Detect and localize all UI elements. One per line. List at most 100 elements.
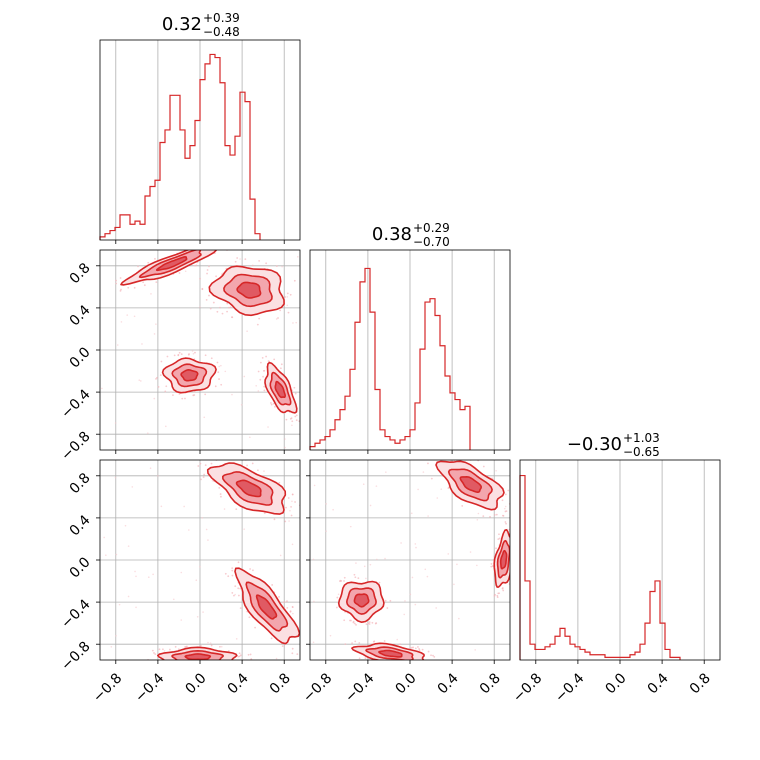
sample-point — [238, 652, 241, 655]
sample-point — [255, 385, 257, 387]
sample-point — [289, 293, 292, 296]
sample-point — [153, 652, 155, 654]
sample-point — [216, 666, 218, 668]
sample-point — [411, 576, 414, 579]
sample-point — [218, 365, 220, 368]
sample-point — [275, 657, 278, 660]
sample-point — [237, 655, 240, 658]
contour-region-2 — [234, 567, 300, 645]
sample-point — [267, 426, 269, 428]
sample-point — [514, 533, 516, 535]
sample-point — [414, 543, 417, 545]
sample-point — [138, 379, 141, 381]
sample-point — [157, 386, 160, 388]
sample-point — [285, 506, 287, 509]
sample-point — [167, 664, 169, 666]
sample-point — [413, 662, 415, 664]
histogram-1-step-line — [99, 53, 261, 240]
sample-point — [278, 595, 280, 598]
sample-point — [281, 265, 283, 268]
sample-point — [180, 663, 182, 665]
sample-point — [469, 551, 472, 553]
y-tick-label: 0.4 — [67, 302, 94, 329]
contour-inner — [499, 549, 508, 570]
sample-point — [291, 424, 293, 427]
sample-point — [180, 571, 183, 574]
sample-point — [494, 593, 496, 596]
sample-point — [427, 462, 429, 465]
sample-point — [231, 567, 234, 570]
sample-point — [101, 387, 103, 390]
sample-point — [194, 662, 196, 664]
x-tick-label: −0.8 — [300, 670, 335, 705]
sample-point — [231, 316, 234, 319]
y-tick-label: 0.8 — [67, 470, 94, 497]
sample-point — [180, 353, 183, 356]
y-tick-label: 0.0 — [67, 554, 94, 581]
sample-point — [206, 664, 208, 666]
sample-point — [291, 420, 294, 423]
sample-point — [303, 647, 305, 649]
sample-point — [369, 563, 372, 566]
sample-point — [126, 314, 129, 316]
sample-point — [226, 662, 228, 664]
title-median: −0.30 — [567, 434, 622, 455]
sample-point — [495, 469, 497, 472]
sample-point — [295, 321, 298, 324]
sample-point — [385, 471, 387, 473]
sample-point — [422, 471, 425, 473]
sample-point — [384, 599, 387, 602]
sample-point — [244, 258, 247, 261]
sample-point — [505, 522, 507, 525]
sample-point — [498, 533, 500, 536]
sample-point — [421, 648, 424, 651]
sample-point — [271, 584, 274, 586]
sample-point — [114, 422, 117, 424]
sample-point — [433, 655, 436, 658]
sample-point — [296, 255, 299, 258]
sample-point — [355, 562, 357, 564]
sample-point — [116, 344, 119, 346]
sample-point — [417, 488, 419, 491]
sample-point — [411, 667, 413, 669]
sample-point — [216, 361, 219, 364]
sample-point — [300, 657, 302, 659]
sample-point — [362, 483, 365, 486]
sample-point — [279, 554, 282, 557]
sample-point — [254, 626, 256, 629]
sample-point — [294, 392, 297, 395]
sample-point — [166, 355, 169, 358]
sample-point — [293, 279, 296, 282]
sample-point — [205, 298, 208, 301]
sample-point — [183, 661, 185, 663]
contour-region-1 — [206, 462, 287, 515]
sample-point — [438, 661, 440, 663]
sample-point — [134, 570, 136, 573]
sample-point — [172, 598, 175, 601]
sample-point — [249, 568, 252, 570]
sample-point — [211, 479, 214, 482]
sample-point — [118, 603, 121, 606]
sample-point — [286, 296, 289, 298]
x-tick-label: 0.8 — [687, 670, 714, 697]
sample-point — [286, 292, 289, 295]
panel-title-2: 0.38 +0.29−0.70 — [372, 221, 450, 249]
sample-point — [431, 663, 433, 665]
sample-point — [262, 375, 264, 378]
sample-point — [219, 246, 221, 248]
sample-point — [410, 512, 413, 515]
sample-point — [195, 264, 198, 267]
sample-point — [228, 306, 230, 309]
sample-point — [177, 664, 179, 666]
sample-point — [289, 509, 291, 512]
sample-point — [491, 477, 494, 480]
sample-point — [287, 311, 290, 314]
sample-point — [504, 505, 507, 508]
sample-point — [150, 293, 152, 295]
sample-point — [147, 576, 150, 579]
sample-point — [501, 587, 504, 589]
sample-point — [194, 264, 196, 267]
sample-point — [212, 301, 215, 304]
sample-point — [282, 601, 284, 604]
sample-point — [124, 524, 127, 527]
